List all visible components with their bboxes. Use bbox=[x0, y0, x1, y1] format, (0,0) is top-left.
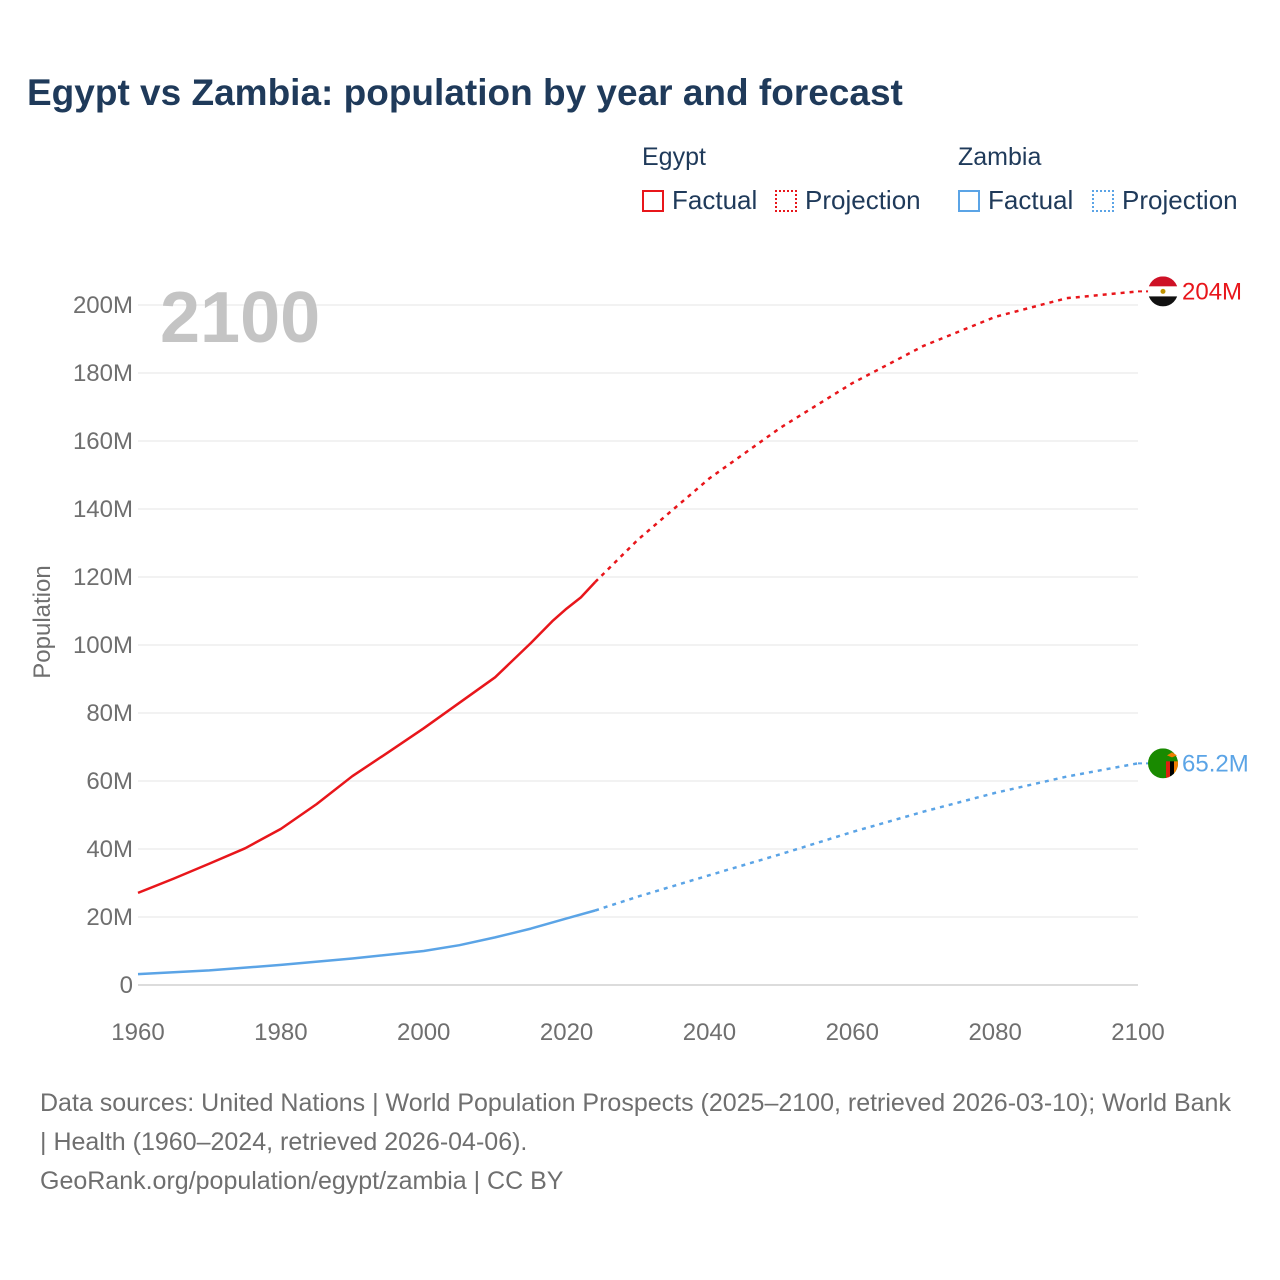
legend-egypt-projection-label: Projection bbox=[805, 185, 921, 215]
y-tick-label: 0 bbox=[120, 972, 133, 999]
y-tick-label: 120M bbox=[73, 564, 133, 591]
zambia-end-value-label: 65.2M bbox=[1182, 750, 1249, 777]
series-lines bbox=[137, 290, 1139, 976]
x-tick-label: 1960 bbox=[111, 1019, 164, 1046]
legend-group-egypt: Egypt bbox=[642, 143, 706, 171]
y-tick-label: 100M bbox=[73, 632, 133, 659]
legend-zambia-projection-label: Projection bbox=[1122, 185, 1238, 215]
end-markers: 204M 65.2M bbox=[1138, 276, 1249, 779]
source-url-link[interactable]: GeoRank.org/population/egypt/zambia | CC… bbox=[40, 1167, 564, 1195]
zambia-flag-icon bbox=[1148, 748, 1178, 779]
legend-group-zambia: Zambia bbox=[958, 143, 1042, 171]
legend-egypt-factual-label: Factual bbox=[672, 185, 758, 215]
egypt-flag-icon bbox=[1148, 276, 1178, 307]
x-tick-label: 2100 bbox=[1111, 1019, 1164, 1046]
egypt-factual-line bbox=[137, 581, 597, 895]
y-axis-label: Population bbox=[29, 565, 56, 678]
egypt-projection-line bbox=[594, 290, 1139, 583]
chart-title: Egypt vs Zambia: population by year and … bbox=[27, 72, 903, 113]
zambia-projection-line bbox=[594, 762, 1139, 912]
x-tick-label: 2000 bbox=[397, 1019, 450, 1046]
legend-zambia-factual-label: Factual bbox=[988, 185, 1074, 215]
zambia-factual-line bbox=[137, 909, 596, 976]
y-tick-label: 20M bbox=[86, 904, 133, 931]
legend-egypt-projection[interactable]: Projection bbox=[775, 185, 921, 216]
y-tick-label: 140M bbox=[73, 496, 133, 523]
egypt-end-value-label: 204M bbox=[1182, 278, 1242, 305]
x-tick-label: 2080 bbox=[968, 1019, 1021, 1046]
legend-egypt-projection-swatch bbox=[775, 189, 797, 212]
legend-egypt-factual-swatch bbox=[642, 189, 664, 212]
legend-zambia-factual[interactable]: Factual bbox=[958, 185, 1073, 216]
y-tick-label: 40M bbox=[86, 836, 133, 863]
x-tick-label: 1980 bbox=[254, 1019, 307, 1046]
y-axis-ticks: 0 20M 40M 60M 80M 100M 120M 140M 160M 180M 200M bbox=[73, 292, 133, 999]
y-tick-label: 180M bbox=[73, 360, 133, 387]
y-tick-label: 160M bbox=[73, 428, 133, 455]
legend-zambia-factual-swatch bbox=[958, 189, 980, 212]
legend-zambia-projection[interactable]: Projection bbox=[1092, 185, 1238, 216]
grid-lines bbox=[138, 304, 1138, 986]
footer: Data sources: United Nations | World Pop… bbox=[40, 1084, 1240, 1201]
year-watermark: 2100 bbox=[160, 278, 320, 358]
y-tick-label: 80M bbox=[86, 700, 133, 727]
legend-egypt-factual[interactable]: Factual bbox=[642, 185, 757, 216]
legend-zambia-projection-swatch bbox=[1092, 189, 1114, 212]
x-axis-ticks: 1960 1980 2000 2020 2040 2060 2080 2100 bbox=[111, 1019, 1164, 1046]
x-tick-label: 2020 bbox=[540, 1019, 593, 1046]
y-tick-label: 60M bbox=[86, 768, 133, 795]
population-chart: 2100 0 20M 40M 60M 80M 100M 120M 140M 160M 180M 20… bbox=[29, 276, 1249, 1046]
y-tick-label: 200M bbox=[73, 292, 133, 319]
x-tick-label: 2060 bbox=[826, 1019, 879, 1046]
data-sources-text: Data sources: United Nations | World Pop… bbox=[40, 1089, 1231, 1156]
x-tick-label: 2040 bbox=[683, 1019, 736, 1046]
